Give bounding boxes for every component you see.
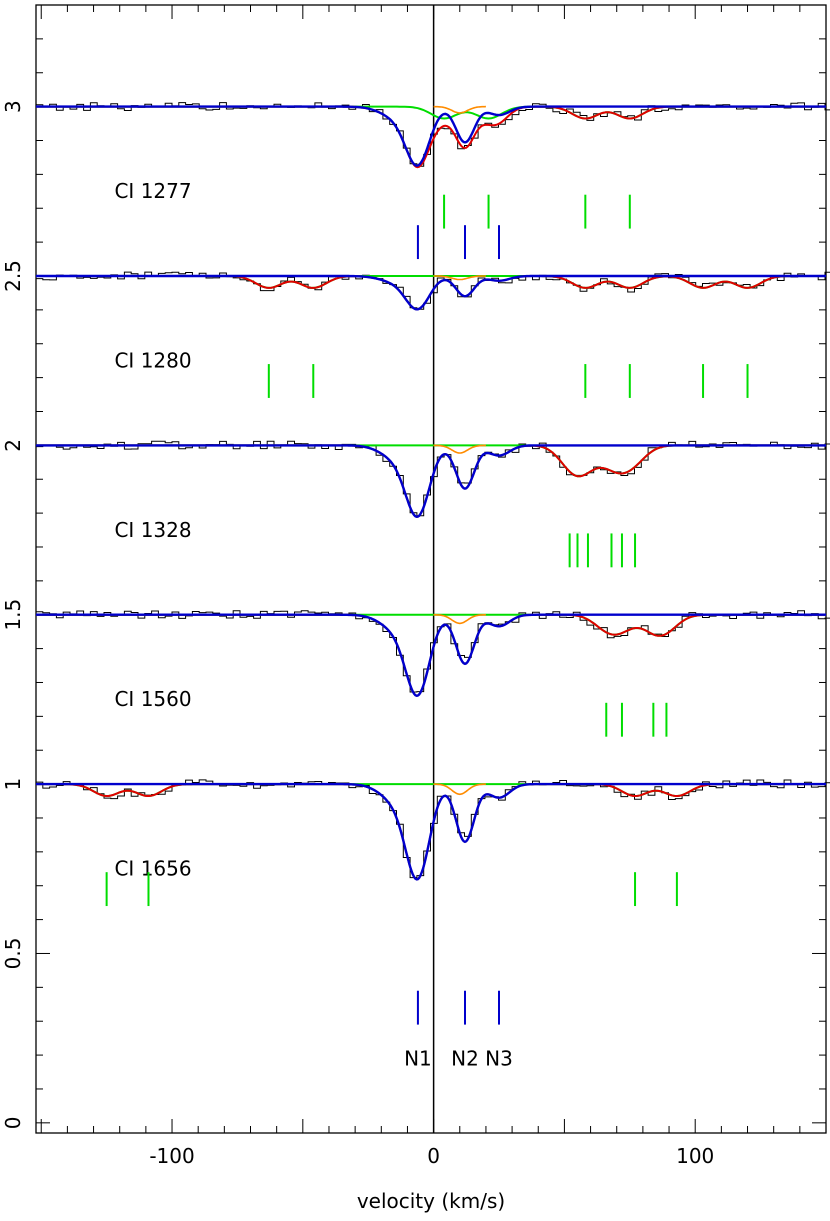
ci-fit <box>36 274 826 311</box>
component-label: N3 <box>485 1046 513 1070</box>
y-tick-label: 0.5 <box>1 938 25 970</box>
x-tick-label: 0 <box>427 1144 440 1168</box>
y-tick-label: 3 <box>1 100 25 113</box>
panel-label: CI 1280 <box>114 348 191 372</box>
fine-structure-fit <box>433 444 486 454</box>
other-absorber-fit <box>36 444 826 478</box>
x-tick-label: 100 <box>676 1144 714 1168</box>
ci-fit <box>36 613 826 697</box>
panel-label: CI 1328 <box>114 518 191 542</box>
panel-label: CI 1560 <box>114 687 191 711</box>
fine-structure-fit <box>433 105 486 114</box>
ci-fit <box>36 782 826 881</box>
x-tick-label: -100 <box>149 1144 194 1168</box>
other-absorber-fit <box>36 275 826 289</box>
x-axis-label: velocity (km/s) <box>357 1189 505 1213</box>
panel-label: CI 1277 <box>114 179 191 203</box>
fine-structure-fit <box>433 275 486 281</box>
panel-label: CI 1656 <box>114 857 191 881</box>
fine-structure-fit <box>433 614 486 625</box>
fine-structure-fit <box>433 783 486 796</box>
observed-spectrum <box>36 102 830 167</box>
plot-area: -100 0 100 0 0.5 1 1.5 2 2.5 3 CI 1277 CI 1280 CI 13… <box>1 4 830 1168</box>
y-tick-label: 1.5 <box>1 599 25 631</box>
observed-spectrum <box>36 779 830 879</box>
component-label: N2 <box>451 1046 479 1070</box>
y-tick-label: 1 <box>1 778 25 791</box>
ci-fit <box>36 444 826 519</box>
component-label: N1 <box>404 1046 432 1070</box>
y-tick-label: 0 <box>1 1116 25 1129</box>
plot-frame <box>35 4 827 1134</box>
ci-fit <box>36 105 826 167</box>
y-tick-label: 2 <box>1 439 25 452</box>
other-absorber-fit <box>36 105 826 120</box>
y-tick-label: 2.5 <box>1 260 25 292</box>
